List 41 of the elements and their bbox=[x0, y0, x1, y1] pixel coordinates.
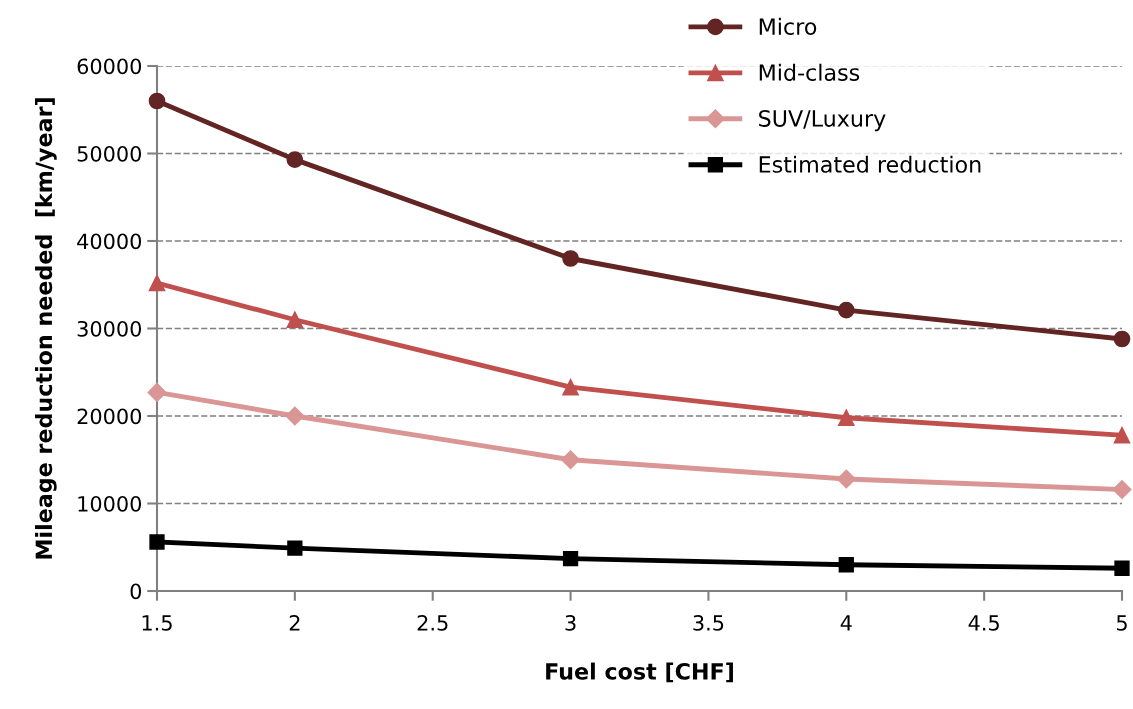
legend-label: Estimated reduction bbox=[759, 155, 981, 173]
point bbox=[1113, 426, 1131, 444]
point bbox=[1112, 479, 1132, 500]
y-axis-title: Mileage reduction needed [km/year] bbox=[35, 98, 57, 559]
point bbox=[1114, 560, 1130, 576]
y-tick-label: 10000 bbox=[78, 495, 142, 512]
y-tick-label: 60000 bbox=[77, 58, 142, 75]
point bbox=[837, 409, 855, 427]
y-tick-label: 50000 bbox=[77, 145, 142, 162]
point bbox=[562, 250, 579, 267]
legend-label: Mid-class bbox=[759, 63, 860, 81]
point bbox=[147, 382, 167, 402]
point bbox=[148, 92, 166, 110]
legend-label: SUV/Luxury bbox=[759, 110, 886, 132]
point bbox=[285, 406, 305, 426]
x-tick-label: 4.5 bbox=[968, 615, 999, 631]
x-tick-label: 4 bbox=[840, 615, 852, 631]
point bbox=[286, 151, 304, 168]
x-tick-label: 3.5 bbox=[693, 614, 724, 631]
y-tick-label: 40000 bbox=[77, 233, 142, 250]
point bbox=[149, 534, 165, 550]
point bbox=[836, 469, 856, 489]
point bbox=[1113, 330, 1131, 348]
x-tick-label: 3 bbox=[565, 614, 576, 631]
point bbox=[838, 557, 854, 573]
point bbox=[287, 540, 303, 556]
point bbox=[148, 274, 166, 292]
x-tick-label: 5 bbox=[1116, 615, 1127, 631]
legend-label: Micro bbox=[759, 17, 817, 35]
y-tick-label: 20000 bbox=[77, 408, 142, 425]
point bbox=[837, 301, 855, 319]
x-tick-label: 1.5 bbox=[142, 615, 172, 631]
x-tick-label: 2 bbox=[289, 614, 300, 631]
y-tick-label: 30000 bbox=[77, 320, 142, 337]
point bbox=[562, 550, 579, 567]
y-tick-label: 0 bbox=[130, 583, 142, 600]
point bbox=[562, 378, 579, 396]
x-tick-label: 2.5 bbox=[417, 614, 448, 631]
x-axis-title: Fuel cost [CHF] bbox=[546, 662, 733, 683]
point bbox=[561, 450, 581, 470]
point bbox=[286, 311, 304, 329]
